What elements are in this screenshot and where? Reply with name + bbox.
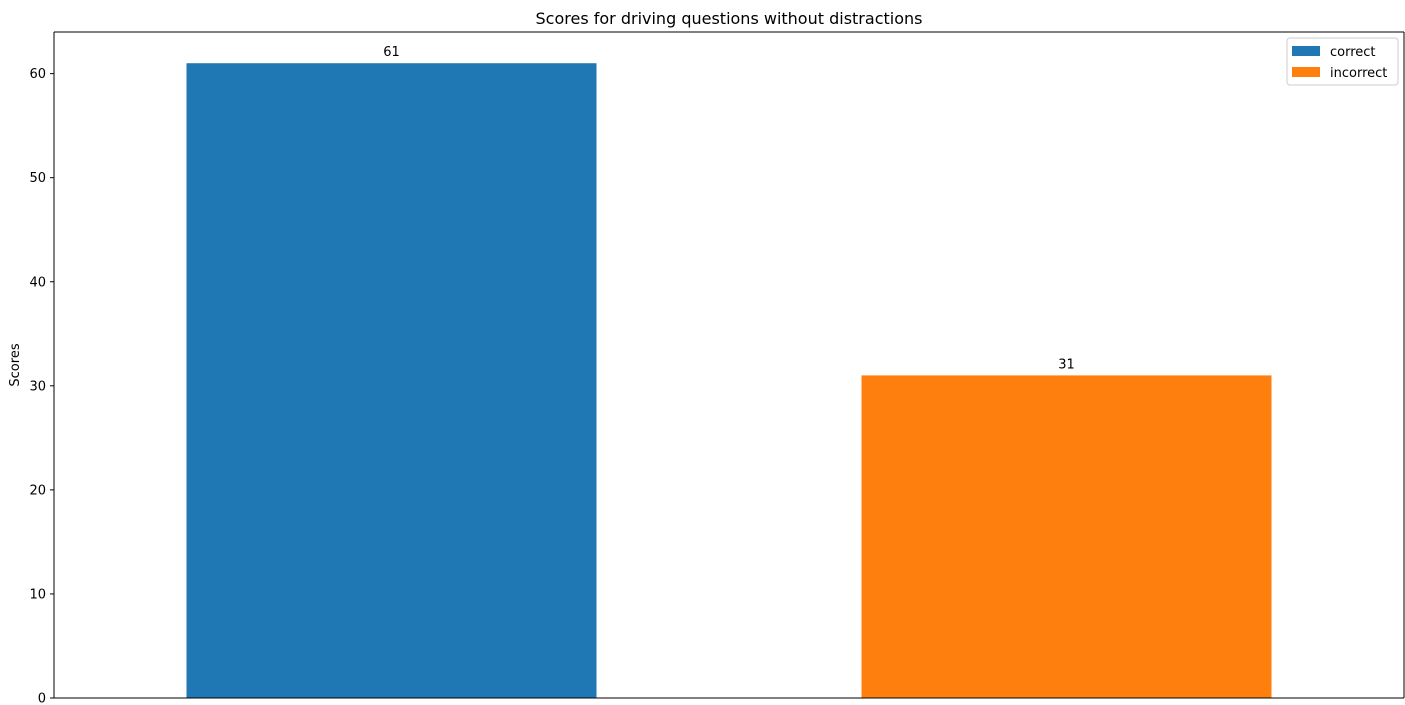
data-label-correct: 61 [383,45,400,60]
y-tick-label: 60 [29,67,46,82]
y-tick-label: 40 [29,275,46,290]
chart-title: Scores for driving questions without dis… [536,9,923,28]
bar-correct [186,63,597,698]
y-tick-label: 0 [38,692,46,705]
bar-incorrect [861,375,1272,698]
legend-label-correct: correct [1330,45,1376,60]
plot-area: 61 31 0 10 20 30 40 50 60 correct incorrect [29,31,1405,705]
data-label-incorrect: 31 [1058,357,1075,372]
legend-swatch-correct [1292,46,1320,56]
y-tick-label: 50 [29,171,46,186]
legend-swatch-incorrect [1292,67,1320,77]
y-tick-label: 30 [29,379,46,394]
y-tick-label: 20 [29,483,46,498]
legend-label-incorrect: incorrect [1330,66,1387,81]
y-tick-label: 10 [29,587,46,602]
y-axis-label: Scores [8,343,23,386]
